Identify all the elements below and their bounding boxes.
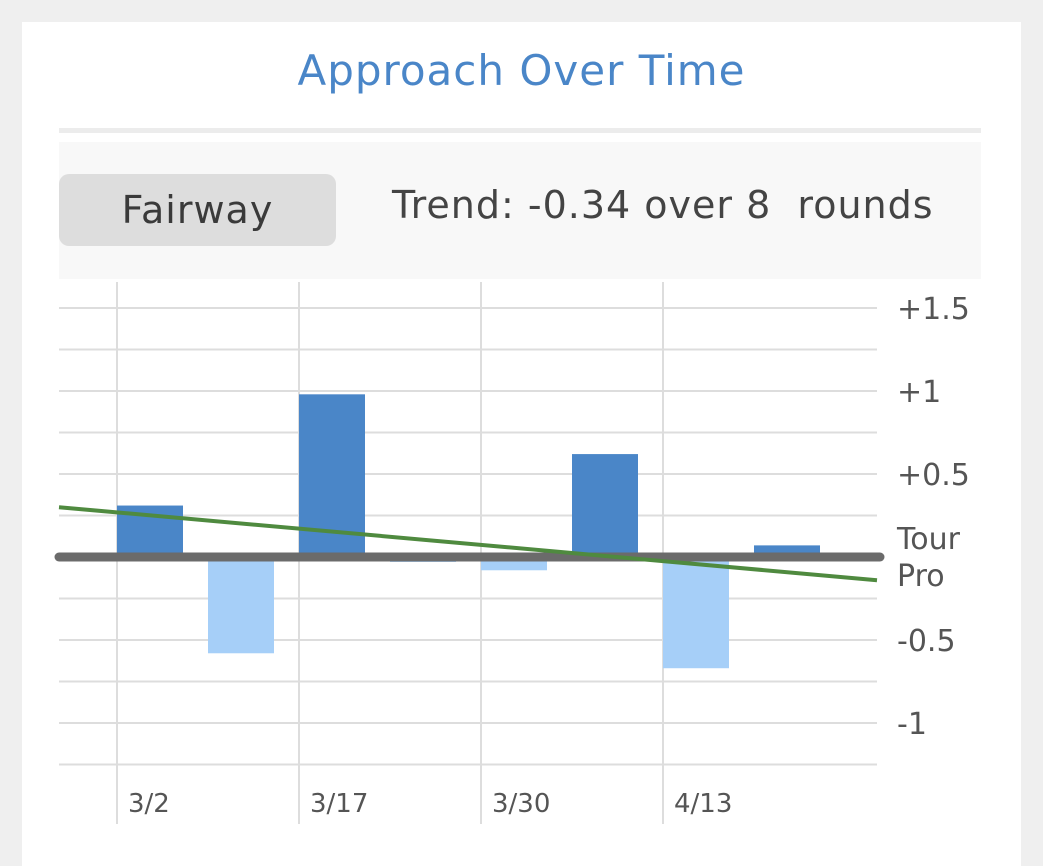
chart-title: Approach Over Time [297, 46, 746, 95]
x-tick-label: 3/17 [310, 789, 368, 819]
y-tick-label: -1 [897, 707, 927, 742]
trend-summary: Trend: -0.34 over 8 rounds [392, 183, 934, 227]
y-tick-label: +1.5 [897, 292, 970, 327]
bar[interactable] [572, 454, 638, 557]
trend-line [58, 505, 878, 583]
y-tick-label: +0.5 [897, 458, 970, 493]
bar[interactable] [754, 545, 820, 557]
y-tick-label: Tour [896, 522, 961, 557]
title-divider [59, 128, 981, 133]
lie-filter-button[interactable]: Fairway [59, 174, 336, 246]
x-tick-label: 3/2 [128, 789, 170, 819]
y-tick-label: Pro [897, 559, 945, 594]
x-tick-label: 4/13 [674, 789, 732, 819]
x-tick-label: 3/30 [492, 789, 550, 819]
bar[interactable] [663, 557, 729, 669]
y-tick-label: -0.5 [897, 624, 956, 659]
lie-filter-label: Fairway [121, 188, 274, 232]
y-tick-label: +1 [897, 375, 941, 410]
bar[interactable] [208, 557, 274, 654]
